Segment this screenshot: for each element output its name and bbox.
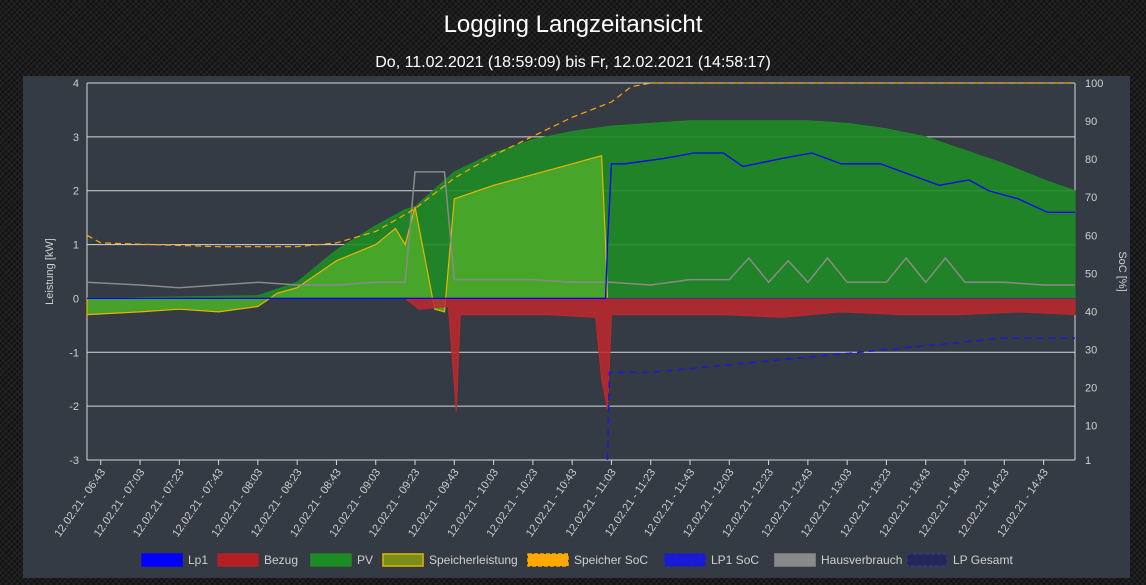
chart-panel: 4 3 2 1 0 -1 -2 -3 100 90 80 70 60 50 40 30 20 10 1 Leistun… — [23, 76, 1130, 578]
series-hausverbrauch — [86, 171, 1075, 289]
y-right-tick-label: 30 — [1085, 345, 1097, 357]
y-right-tick-label: 70 — [1085, 192, 1097, 204]
legend-swatch — [382, 553, 424, 567]
y-left-tick-label: -1 — [69, 347, 79, 359]
legend-label: LP1 SoC — [711, 553, 759, 567]
legend-swatch — [527, 553, 569, 567]
series-lp1 — [87, 152, 1075, 300]
legend-label: Lp1 — [188, 553, 208, 567]
y-left-tick-label: -2 — [69, 401, 79, 413]
series-bezug — [87, 297, 1076, 412]
y-right-tick-label: 40 — [1085, 306, 1097, 318]
legend-label: Hausverbrauch — [821, 553, 902, 567]
series-speicherleistung — [86, 154, 1075, 316]
chart-svg: 43210-1-2-31009080706050403020101Leistun… — [44, 78, 1128, 567]
y-right-tick-label: 1 — [1085, 455, 1091, 467]
series-speicher-soc — [86, 82, 1075, 248]
y-right-tick-label: 100 — [1085, 78, 1103, 90]
legend-swatch — [141, 553, 183, 567]
chart-title: Logging Langzeitansicht — [443, 11, 703, 38]
chart-subtitle: Do, 11.02.2021 (18:59:09) bis Fr, 12.02.… — [375, 54, 771, 71]
y-left-tick-label: 3 — [73, 132, 79, 144]
series-lp1-soc — [606, 337, 1075, 461]
y-left-tick-label: 1 — [73, 240, 79, 252]
legend-label: Speicher SoC — [574, 553, 648, 567]
y-right-tick-label: 50 — [1085, 268, 1097, 280]
legend-swatch — [217, 553, 259, 567]
legend-swatch — [906, 553, 948, 567]
legend-swatch — [664, 553, 706, 567]
y-right-tick-label: 20 — [1085, 383, 1097, 395]
y-right-tick-label: 10 — [1085, 421, 1097, 433]
y-left-tick-label: 0 — [73, 293, 79, 305]
y-right-tick-label: 90 — [1085, 116, 1097, 128]
y-left-tick-label: 4 — [73, 78, 79, 90]
y-right-tick-label: 60 — [1085, 230, 1097, 242]
legend-label: LP Gesamt — [953, 553, 1013, 567]
y-right-tick-label: 80 — [1085, 154, 1097, 166]
y-left-axis-label: Leistung [kW] — [44, 238, 56, 305]
legend-label: Speicherleistung — [429, 553, 518, 567]
y-left-tick-label: -3 — [69, 455, 79, 467]
legend-label: PV — [357, 553, 373, 567]
legend-swatch — [310, 553, 352, 567]
y-left-tick-label: 2 — [73, 186, 79, 198]
legend-swatch — [774, 553, 816, 567]
y-right-axis-label: SoC [%] — [1116, 251, 1128, 291]
legend-label: Bezug — [264, 553, 298, 567]
